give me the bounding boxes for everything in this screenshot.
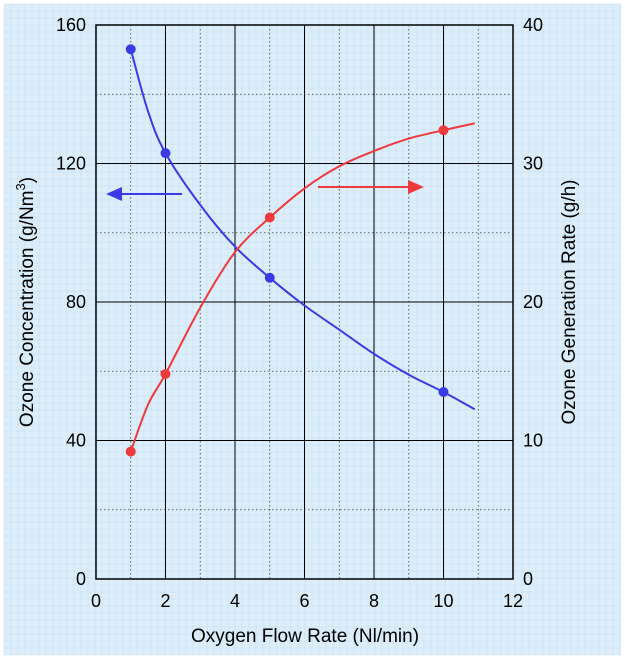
- concentration-point: [125, 44, 136, 55]
- x-tick-label: 10: [433, 591, 453, 611]
- generation-point: [160, 369, 171, 380]
- x-tick-label: 4: [230, 591, 240, 611]
- y-left-axis-ticks: 0 40 80 120 160: [56, 15, 86, 589]
- y-right-tick-label: 0: [523, 569, 533, 589]
- x-tick-label: 0: [91, 591, 101, 611]
- x-tick-label: 6: [299, 591, 309, 611]
- y-left-tick-label: 80: [66, 292, 86, 312]
- chart-panel-background: [4, 4, 621, 655]
- x-tick-label: 8: [369, 591, 379, 611]
- y-left-tick-label: 160: [56, 15, 86, 35]
- x-tick-label: 2: [160, 591, 170, 611]
- y-left-axis-label-superscript: 3: [13, 183, 28, 190]
- major-grid: [96, 25, 513, 579]
- concentration-point: [438, 387, 449, 398]
- annotation-arrows: [106, 180, 424, 201]
- x-axis-ticks: 0 2 4 6 8 10 12: [91, 591, 523, 611]
- y-right-axis-label: Ozone Generation Rate (g/h): [559, 179, 580, 424]
- concentration-arrow-head: [106, 187, 122, 201]
- generation-point: [264, 212, 275, 223]
- y-left-tick-label: 0: [76, 569, 86, 589]
- y-right-tick-label: 30: [523, 154, 543, 174]
- y-left-tick-label: 40: [66, 431, 86, 451]
- x-axis-label: Oxygen Flow Rate (Nl/min): [191, 626, 419, 647]
- concentration-point: [160, 148, 171, 159]
- y-left-axis-label: Ozone Concentration (g/Nm3): [13, 177, 38, 427]
- y-left-tick-label: 120: [56, 154, 86, 174]
- y-right-tick-label: 40: [523, 15, 543, 35]
- generation-point: [438, 125, 449, 136]
- series-group: [125, 44, 476, 457]
- generation-arrow-head: [408, 180, 424, 194]
- y-right-axis-ticks: 0 10 20 30 40: [523, 15, 543, 589]
- y-right-tick-label: 20: [523, 292, 543, 312]
- x-tick-label: 12: [503, 591, 523, 611]
- concentration-curve: [129, 48, 476, 411]
- generation-point: [125, 446, 136, 457]
- y-right-tick-label: 10: [523, 431, 543, 451]
- minor-grid: [3, 3, 621, 656]
- concentration-point: [264, 272, 275, 283]
